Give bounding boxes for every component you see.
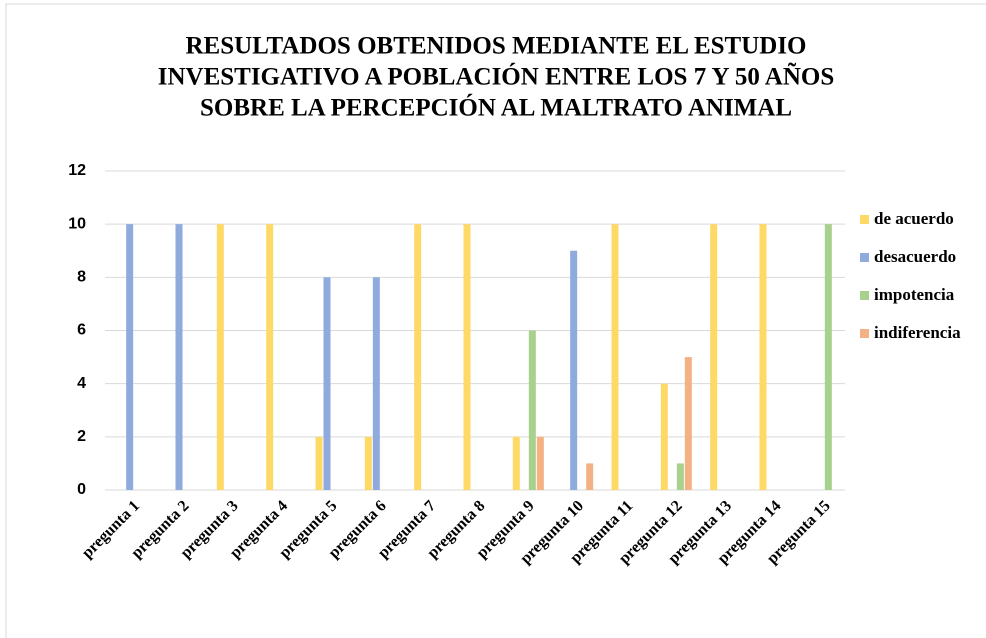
- bar: [570, 250, 578, 490]
- y-tick-label: 4: [77, 375, 86, 392]
- legend-label: desacuerdo: [874, 247, 956, 266]
- legend-swatch: [860, 329, 869, 338]
- y-tick-label: 0: [77, 481, 86, 498]
- legend-swatch: [860, 291, 869, 300]
- bar: [536, 436, 544, 490]
- bar: [676, 463, 684, 490]
- legend-label: de acuerdo: [874, 209, 954, 228]
- bar: [126, 224, 134, 490]
- bar: [463, 224, 471, 490]
- legend-swatch: [860, 215, 869, 224]
- bar: [414, 224, 422, 490]
- bar: [512, 436, 520, 490]
- bar: [660, 383, 668, 490]
- legend-swatch: [860, 253, 869, 262]
- bar: [315, 436, 323, 490]
- legend-label: indiferencia: [874, 323, 961, 342]
- chart-title: SOBRE LA PERCEPCIÓN AL MALTRATO ANIMAL: [200, 94, 792, 122]
- bar: [684, 357, 692, 490]
- bar: [710, 224, 718, 490]
- chart-title: RESULTADOS OBTENIDOS MEDIANTE EL ESTUDIO: [185, 33, 806, 60]
- y-tick-label: 10: [68, 215, 86, 232]
- chart-title: INVESTIGATIVO A POBLACIÓN ENTRE LOS 7 Y …: [158, 63, 835, 91]
- bar: [216, 224, 224, 490]
- bar: [528, 330, 536, 490]
- y-tick-label: 2: [77, 428, 86, 445]
- bar: [266, 224, 274, 490]
- bar: [586, 463, 594, 490]
- y-tick-label: 8: [77, 269, 86, 286]
- y-tick-label: 6: [77, 322, 86, 339]
- bar: [175, 224, 183, 490]
- legend-label: impotencia: [874, 285, 955, 304]
- bar: [824, 224, 832, 490]
- chart-frame: [5, 3, 986, 638]
- bar: [364, 436, 372, 490]
- y-tick-label: 12: [68, 162, 86, 179]
- bar: [372, 277, 380, 490]
- bar: [323, 277, 331, 490]
- bar: [611, 224, 619, 490]
- bar: [759, 224, 767, 490]
